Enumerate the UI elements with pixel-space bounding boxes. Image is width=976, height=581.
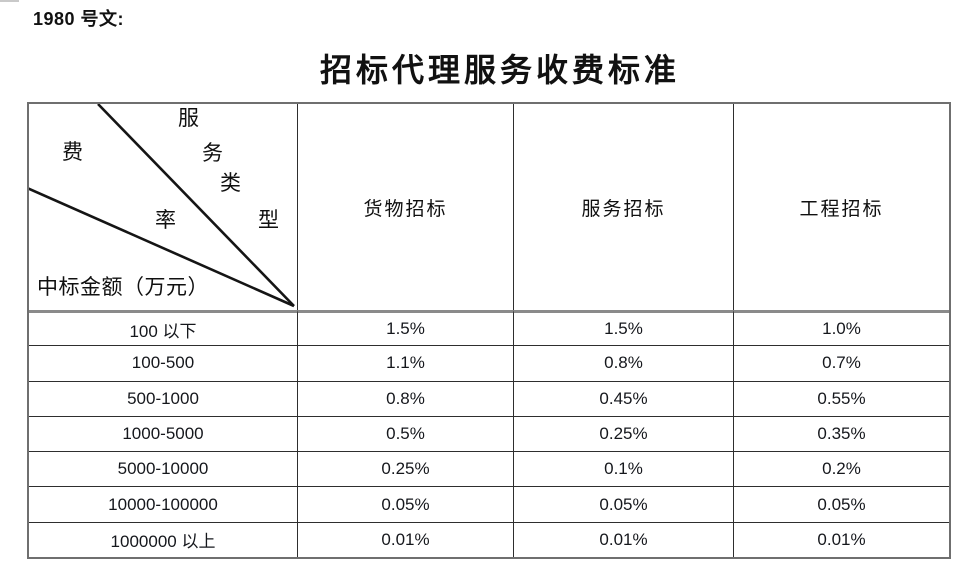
rate-cell: 0.01% [297, 521, 513, 557]
row-label-cell: 5000-10000 [29, 451, 297, 486]
rate-cell: 1.1% [297, 345, 513, 381]
page-title: 招标代理服务收费标准 [319, 52, 680, 88]
doc-number-label: 1980 号文: [33, 9, 125, 29]
fee-rate-char: 率 [155, 208, 176, 232]
row-label-cell: 10000-100000 [29, 486, 297, 521]
service-type-char: 服 [178, 106, 199, 130]
rate-cell: 0.05% [513, 486, 733, 522]
row-label-cell: 1000-5000 [29, 415, 297, 451]
rate-cell: 0.55% [733, 380, 949, 416]
bid-amount-label: 中标金额（万元） [37, 275, 209, 299]
rate-cell: 1.0% [733, 310, 949, 346]
row-label-cell: 100 以下 [29, 310, 297, 345]
rate-cell: 1.5% [297, 310, 513, 346]
rate-cell: 0.8% [513, 345, 733, 381]
fee-rate-char: 费 [62, 140, 83, 164]
rate-cell: 0.25% [297, 451, 513, 487]
row-label-cell: 1000000 以上 [29, 521, 297, 557]
column-header-goods-bidding: 货物招标 [297, 104, 513, 310]
rate-cell: 0.8% [297, 380, 513, 416]
fee-standard-table: 服 务 类 型 费 率 中标金额（万元） 货物招标 服务招标 工程招标 100 … [27, 102, 951, 559]
diagonal-divider-lines [29, 104, 295, 308]
rate-cell: 0.05% [297, 486, 513, 522]
column-header-engineering-bidding: 工程招标 [733, 104, 949, 310]
service-type-char: 型 [258, 208, 279, 232]
rate-cell: 0.5% [297, 415, 513, 452]
rate-cell: 0.01% [733, 521, 949, 557]
scan-artifact-bar [0, 0, 19, 2]
rate-cell: 0.05% [733, 486, 949, 522]
rate-cell: 1.5% [513, 310, 733, 346]
rate-cell: 0.2% [733, 451, 949, 487]
rate-cell: 0.35% [733, 415, 949, 452]
service-type-char: 类 [220, 171, 241, 195]
row-label-cell: 500-1000 [29, 380, 297, 416]
service-type-char: 务 [202, 141, 223, 165]
rate-cell: 0.1% [513, 451, 733, 487]
rate-cell: 0.7% [733, 345, 949, 381]
column-header-service-bidding: 服务招标 [513, 104, 733, 310]
row-label-cell: 100-500 [29, 345, 297, 380]
diagonal-header-cell: 服 务 类 型 费 率 中标金额（万元） [29, 104, 297, 310]
rate-cell: 0.25% [513, 415, 733, 452]
rate-cell: 0.45% [513, 380, 733, 416]
rate-cell: 0.01% [513, 521, 733, 557]
